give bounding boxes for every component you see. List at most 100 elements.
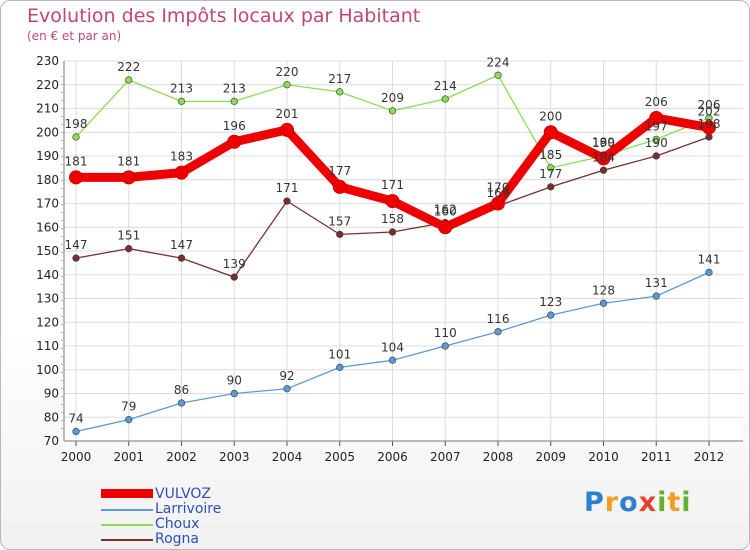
y-tick-label-200: 200	[36, 125, 59, 139]
data-label-rogna-2010: 184	[592, 150, 615, 164]
x-tick-label-2007: 2007	[430, 450, 461, 464]
data-label-rogna-2008: 169	[487, 186, 510, 200]
point-larrivoire-2002	[177, 399, 186, 407]
point-choux-2005	[336, 88, 344, 96]
point-vulvoz-2001	[121, 170, 136, 185]
legend-swatch-rogna	[101, 539, 153, 541]
logo-letter-i: i	[657, 487, 668, 518]
data-label-rogna-2006: 158	[381, 212, 404, 226]
point-vulvoz-2002	[174, 165, 189, 180]
point-choux-2000	[72, 133, 80, 141]
chart-subtitle: (en € et par an)	[27, 29, 122, 43]
data-label-vulvoz-2005: 177	[328, 164, 351, 178]
x-tick-label-2003: 2003	[219, 450, 250, 464]
legend-item-vulvoz: VULVOZ	[101, 487, 301, 502]
x-tick-label-2010: 2010	[588, 450, 619, 464]
legend-swatch-vulvoz	[101, 489, 153, 498]
data-label-choux-2007: 214	[434, 79, 457, 93]
y-tick-label-110: 110	[36, 339, 59, 353]
point-choux-2003	[230, 97, 238, 105]
data-label-larrivoire-2010: 128	[592, 283, 615, 297]
point-vulvoz-2007	[438, 220, 453, 235]
chart-title: Evolution des Impôts locaux par Habitant	[27, 5, 421, 27]
data-label-vulvoz-2009: 200	[539, 109, 562, 123]
legend-label-larrivoire: Larrivoire	[155, 501, 222, 517]
data-label-vulvoz-2008: 170	[487, 181, 510, 195]
logo-letter-x: x	[638, 487, 658, 518]
data-label-vulvoz-2012: 202	[698, 105, 721, 119]
point-larrivoire-2006	[388, 356, 397, 364]
data-label-larrivoire-2005: 101	[328, 347, 351, 361]
data-label-rogna-2004: 171	[276, 181, 299, 195]
point-vulvoz-2006	[385, 194, 400, 209]
data-label-rogna-2012: 198	[698, 117, 721, 131]
point-larrivoire-2000	[72, 427, 80, 436]
x-tick-label-2005: 2005	[324, 450, 355, 464]
data-label-larrivoire-2001: 79	[121, 400, 136, 414]
y-tick-label-180: 180	[36, 173, 59, 187]
y-tick-label-160: 160	[36, 220, 59, 234]
data-label-larrivoire-2000: 74	[68, 412, 83, 426]
point-rogna-2009	[547, 183, 555, 191]
x-tick-label-2002: 2002	[166, 450, 197, 464]
logo-letter-p: P	[584, 487, 605, 518]
point-vulvoz-2000	[69, 170, 83, 185]
logo-letter-i2: i	[681, 487, 692, 518]
legend-item-larrivoire: Larrivoire	[101, 502, 301, 517]
legend-label-choux: Choux	[155, 516, 200, 532]
data-label-vulvoz-2002: 183	[170, 150, 193, 164]
y-tick-label-230: 230	[36, 54, 59, 68]
data-label-rogna-2009: 177	[539, 167, 562, 181]
data-label-choux-2004: 220	[276, 65, 299, 79]
y-tick-label-190: 190	[36, 149, 59, 163]
point-larrivoire-2012	[705, 268, 713, 276]
point-rogna-2012	[705, 133, 713, 141]
x-tick-label-2009: 2009	[535, 450, 566, 464]
data-label-rogna-2002: 147	[170, 238, 193, 252]
x-tick-label-2012: 2012	[694, 450, 725, 464]
data-label-vulvoz-2003: 196	[223, 119, 246, 133]
data-label-larrivoire-2004: 92	[279, 369, 294, 383]
x-tick-label-2006: 2006	[377, 450, 408, 464]
point-choux-2002	[177, 97, 186, 105]
data-label-choux-2002: 213	[170, 81, 193, 95]
point-rogna-2010	[599, 166, 608, 174]
data-label-rogna-2003: 139	[223, 257, 246, 271]
point-rogna-2011	[652, 152, 660, 160]
data-label-vulvoz-2004: 201	[276, 107, 299, 121]
point-vulvoz-2010	[596, 151, 611, 166]
data-label-larrivoire-2007: 110	[434, 326, 457, 340]
point-choux-2011	[652, 135, 660, 143]
point-vulvoz-2008	[491, 196, 505, 211]
point-choux-2001	[125, 76, 133, 84]
point-larrivoire-2008	[494, 328, 502, 336]
x-tick-label-2000: 2000	[61, 450, 92, 464]
data-label-larrivoire-2003: 90	[227, 374, 242, 388]
data-label-choux-2001: 222	[117, 60, 140, 74]
legend-label-rogna: Rogna	[155, 531, 200, 547]
point-vulvoz-2009	[543, 125, 558, 140]
point-rogna-2001	[125, 245, 133, 253]
point-choux-2007	[441, 95, 449, 103]
point-larrivoire-2011	[652, 292, 660, 300]
y-tick-label-80: 80	[44, 410, 59, 424]
point-choux-2008	[494, 71, 502, 79]
y-tick-label-100: 100	[36, 363, 59, 377]
data-label-choux-2000: 198	[65, 117, 88, 131]
data-label-larrivoire-2011: 131	[645, 276, 668, 290]
legend-swatch-choux	[101, 524, 153, 526]
point-larrivoire-2010	[599, 299, 608, 307]
y-tick-label-170: 170	[36, 197, 59, 211]
point-vulvoz-2003	[227, 134, 242, 149]
data-label-choux-2005: 217	[328, 72, 351, 86]
data-label-larrivoire-2008: 116	[487, 312, 510, 326]
y-tick-label-120: 120	[36, 315, 59, 329]
data-label-choux-2006: 209	[381, 91, 404, 105]
point-rogna-2004	[283, 197, 291, 205]
point-rogna-2005	[336, 230, 344, 238]
data-label-choux-2012: 206	[698, 98, 721, 112]
logo-letter-t: t	[667, 487, 682, 518]
data-label-choux-2011: 197	[645, 119, 668, 133]
point-larrivoire-2001	[125, 416, 133, 424]
